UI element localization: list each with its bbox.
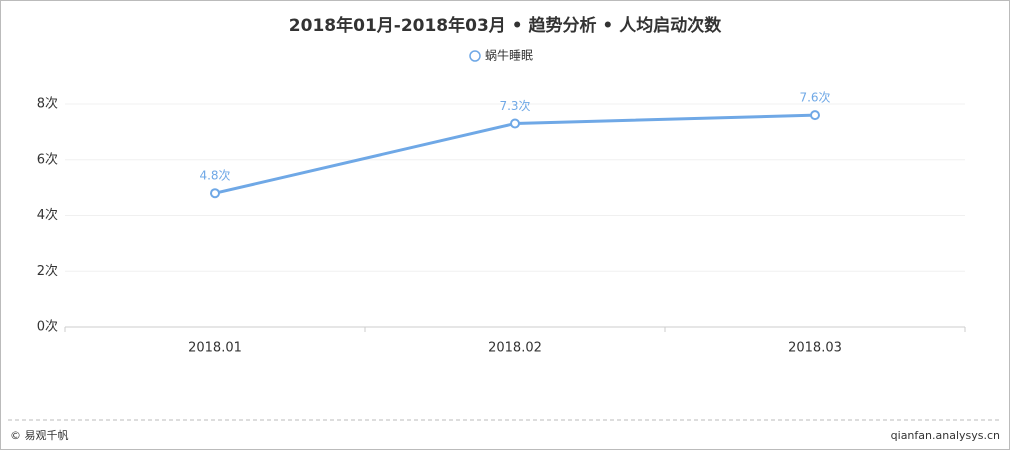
footer-url: qianfan.analysys.cn xyxy=(891,429,1000,442)
y-tick-label: 4次 xyxy=(37,207,58,223)
legend-marker xyxy=(469,50,481,62)
y-tick-label: 6次 xyxy=(37,151,58,167)
chart-title: 2018年01月-2018年03月 • 趋势分析 • 人均启动次数 xyxy=(289,15,722,36)
y-tick-label: 2次 xyxy=(37,263,58,279)
data-point xyxy=(810,110,820,121)
x-tick-label: 2018.01 xyxy=(188,341,242,356)
y-tick-label: 8次 xyxy=(37,96,58,112)
data-point xyxy=(510,118,520,129)
legend-label: 蜗牛睡眠 xyxy=(485,48,533,63)
data-label: 4.8次 xyxy=(199,169,230,183)
y-tick-label: 0次 xyxy=(37,319,58,335)
footer-brand: © 易观千帆 xyxy=(10,428,69,442)
data-point xyxy=(210,188,220,199)
x-tick-label: 2018.03 xyxy=(788,341,842,356)
data-label: 7.3次 xyxy=(499,99,530,113)
data-label: 7.6次 xyxy=(799,91,830,105)
x-tick-label: 2018.02 xyxy=(488,341,542,356)
